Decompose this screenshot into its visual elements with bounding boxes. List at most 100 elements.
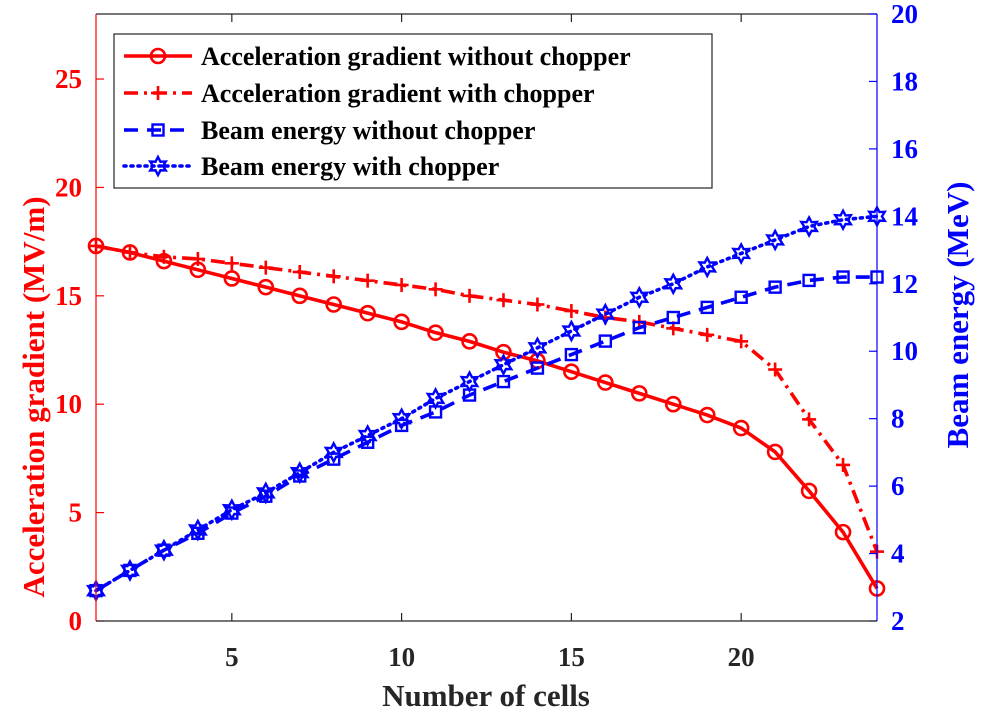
data-point-acceleration-gradient-without-chopper xyxy=(393,313,410,331)
data-point-acceleration-gradient-without-chopper xyxy=(427,324,444,341)
right-y-axis: 2 4 6 8 10 12 14 16 18 20 xyxy=(869,0,918,636)
legend-marker xyxy=(151,86,165,100)
data-point-acceleration-gradient-with-chopper xyxy=(768,362,783,377)
data-point-acceleration-gradient-with-chopper xyxy=(734,334,749,349)
data-point-acceleration-gradient-with-chopper xyxy=(156,249,171,264)
legend-label: Beam energy with chopper xyxy=(201,152,499,181)
data-point-beam-energy-with-chopper xyxy=(493,353,514,377)
left-y-tick-label: 10 xyxy=(55,389,82,419)
data-point-beam-energy-with-chopper xyxy=(561,319,582,343)
right-y-tick-label: 20 xyxy=(891,0,918,29)
series-acceleration-gradient-with-chopper xyxy=(89,238,884,559)
data-point-acceleration-gradient-with-chopper xyxy=(190,251,205,266)
data-point-acceleration-gradient-without-chopper xyxy=(461,333,478,350)
data-point-acceleration-gradient-with-chopper xyxy=(428,282,443,297)
data-point-beam-energy-with-chopper xyxy=(255,481,276,505)
series-acceleration-gradient-without-chopper xyxy=(87,237,886,597)
data-point-acceleration-gradient-without-chopper xyxy=(291,287,309,305)
data-point-acceleration-gradient-with-chopper xyxy=(496,293,511,308)
left-y-tick-label: 5 xyxy=(69,498,83,528)
data-point-acceleration-gradient-with-chopper xyxy=(360,273,375,288)
data-point-acceleration-gradient-with-chopper xyxy=(836,457,851,472)
legend-label: Acceleration gradient without chopper xyxy=(201,42,631,71)
data-point-beam-energy-without-chopper xyxy=(666,310,680,325)
data-point-beam-energy-with-chopper xyxy=(663,272,684,296)
left-y-tick-label: 25 xyxy=(55,64,82,94)
right-y-tick-label: 18 xyxy=(891,66,918,96)
legend-item-acceleration-gradient-without-chopper: Acceleration gradient without chopper xyxy=(124,42,631,71)
right-y-tick-label: 12 xyxy=(891,269,918,299)
data-point-beam-energy-with-chopper xyxy=(459,369,480,394)
data-point-beam-energy-with-chopper xyxy=(697,255,718,279)
data-point-beam-energy-with-chopper xyxy=(629,285,650,309)
x-tick-label: 10 xyxy=(388,642,415,672)
legend-item-acceleration-gradient-with-chopper: Acceleration gradient with chopper xyxy=(124,79,595,108)
left-y-tick-label: 20 xyxy=(55,172,82,202)
legend-label: Beam energy without chopper xyxy=(201,116,535,145)
series-line-acceleration-gradient-with-chopper xyxy=(95,244,879,553)
data-point-beam-energy-without-chopper xyxy=(700,300,714,315)
series-line-beam-energy-without-chopper xyxy=(95,275,877,593)
data-point-acceleration-gradient-with-chopper xyxy=(564,303,579,318)
legend-box xyxy=(113,33,713,189)
right-y-tick-label: 4 xyxy=(891,539,905,569)
data-point-acceleration-gradient-without-chopper xyxy=(698,406,716,424)
data-point-beam-energy-with-chopper xyxy=(357,423,378,448)
data-point-beam-energy-with-chopper xyxy=(765,228,786,252)
x-tick-label: 15 xyxy=(558,642,585,672)
data-point-beam-energy-without-chopper xyxy=(768,280,782,294)
data-point-beam-energy-without-chopper xyxy=(530,361,545,375)
data-point-beam-energy-with-chopper xyxy=(527,336,548,360)
data-point-acceleration-gradient-with-chopper xyxy=(530,297,545,312)
right-y-tick-label: 6 xyxy=(891,471,905,501)
data-point-beam-energy-with-chopper xyxy=(425,386,446,411)
data-point-acceleration-gradient-without-chopper xyxy=(325,296,342,313)
data-point-acceleration-gradient-without-chopper xyxy=(223,270,241,287)
data-point-beam-energy-without-chopper xyxy=(598,334,613,348)
legend-marker xyxy=(149,47,167,65)
data-point-acceleration-gradient-without-chopper xyxy=(563,363,580,380)
data-point-beam-energy-with-chopper xyxy=(187,518,208,542)
data-point-acceleration-gradient-with-chopper xyxy=(700,327,715,342)
legend: Acceleration gradient without chopper Acc… xyxy=(113,33,713,189)
right-y-tick-label: 10 xyxy=(891,336,918,366)
data-point-beam-energy-with-chopper xyxy=(799,214,820,239)
right-y-tick-label: 8 xyxy=(891,404,905,434)
data-point-acceleration-gradient-without-chopper xyxy=(257,278,275,296)
right-y-tick-label: 2 xyxy=(891,606,905,636)
data-point-beam-energy-without-chopper xyxy=(632,320,647,335)
x-axis-title: Number of cells xyxy=(382,678,590,713)
data-point-acceleration-gradient-without-chopper xyxy=(766,443,784,461)
right-y-tick-label: 14 xyxy=(891,201,918,231)
data-point-beam-energy-with-chopper xyxy=(221,498,242,522)
data-point-beam-energy-without-chopper xyxy=(360,435,375,449)
data-point-acceleration-gradient-with-chopper xyxy=(326,269,341,284)
legend-marker xyxy=(147,154,169,178)
series-beam-energy-with-chopper xyxy=(85,204,888,603)
series-line-acceleration-gradient-without-chopper xyxy=(95,244,879,590)
x-tick-label: 5 xyxy=(225,642,239,672)
data-point-beam-energy-with-chopper xyxy=(731,241,752,266)
data-point-acceleration-gradient-without-chopper xyxy=(631,385,648,402)
data-point-acceleration-gradient-without-chopper xyxy=(800,482,818,500)
series-beam-energy-without-chopper xyxy=(89,270,884,598)
legend-marker xyxy=(151,123,165,137)
left-y-tick-label: 15 xyxy=(55,281,82,311)
legend-label: Acceleration gradient with chopper xyxy=(201,79,595,108)
data-point-beam-energy-with-chopper xyxy=(833,208,854,232)
data-point-beam-energy-with-chopper xyxy=(153,538,174,562)
left-y-tick-label: 0 xyxy=(69,606,83,636)
data-point-beam-energy-without-chopper xyxy=(802,273,816,288)
data-point-beam-energy-with-chopper xyxy=(289,461,310,485)
left-y-axis-title: Acceleration gradient (MV/m) xyxy=(16,196,51,597)
data-point-acceleration-gradient-with-chopper xyxy=(802,412,817,427)
data-point-acceleration-gradient-without-chopper xyxy=(359,304,376,322)
data-point-beam-energy-without-chopper xyxy=(836,270,850,284)
data-point-acceleration-gradient-without-chopper xyxy=(732,419,750,437)
x-tick-label: 20 xyxy=(728,642,755,672)
data-point-acceleration-gradient-without-chopper xyxy=(834,523,852,541)
data-point-beam-energy-with-chopper xyxy=(323,440,344,464)
legend-item-beam-energy-with-chopper: Beam energy with chopper xyxy=(122,152,499,181)
data-point-beam-energy-with-chopper xyxy=(595,302,616,326)
